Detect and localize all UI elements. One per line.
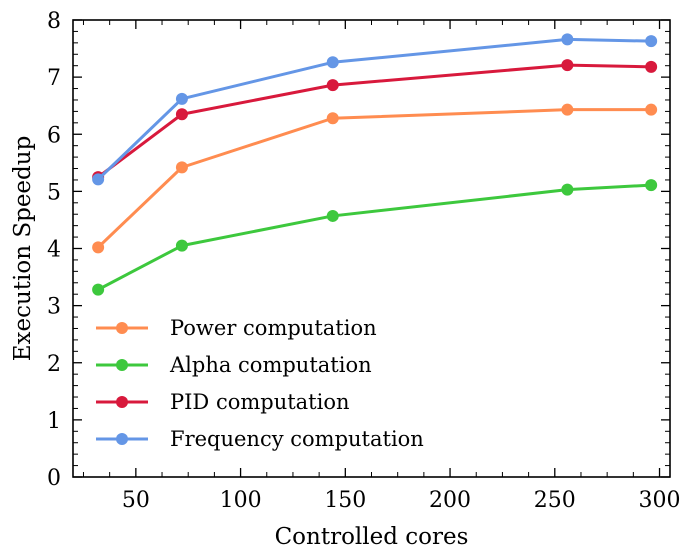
data-point	[561, 59, 574, 72]
data-point	[175, 161, 188, 174]
data-point	[561, 103, 574, 116]
x-tick-label: 50	[122, 488, 150, 513]
series-line	[97, 108, 652, 249]
data-point	[645, 103, 658, 116]
legend: Power computation Alpha computation PID co…	[96, 316, 424, 451]
data-point	[326, 56, 339, 69]
x-tick-label: 300	[639, 488, 681, 513]
y-tick-label: 8	[47, 9, 61, 34]
legend-item: Frequency computation	[96, 427, 424, 451]
data-point	[326, 112, 339, 125]
series-3	[92, 33, 658, 186]
data-point	[561, 183, 574, 196]
legend-item: PID computation	[96, 390, 350, 414]
y-tick-label: 1	[47, 409, 61, 434]
y-tick-label: 4	[47, 238, 61, 263]
data-point	[92, 283, 105, 296]
legend-swatch-marker	[116, 359, 128, 371]
legend-swatch-marker	[116, 396, 128, 408]
data-point	[326, 79, 339, 92]
y-tick-label: 6	[47, 123, 61, 148]
data-point	[175, 108, 188, 121]
plot-frame	[72, 19, 671, 478]
legend-item: Alpha computation	[96, 353, 372, 377]
series-line	[97, 63, 652, 179]
y-tick-label: 7	[47, 66, 61, 91]
x-tick-label: 150	[324, 488, 366, 513]
legend-label: Power computation	[170, 316, 377, 340]
data-point	[175, 239, 188, 252]
data-point	[326, 209, 339, 222]
data-point	[645, 35, 658, 48]
legend-label: Frequency computation	[170, 427, 424, 451]
y-tick-label: 3	[47, 295, 61, 320]
data-point	[92, 173, 105, 186]
x-tick-label: 250	[534, 488, 576, 513]
y-axis-label: Execution Speedup	[10, 136, 36, 362]
data-point	[645, 179, 658, 192]
x-axis-label: Controlled cores	[275, 524, 469, 550]
axis-ticks	[73, 19, 670, 478]
legend-label: PID computation	[170, 390, 350, 414]
data-point	[92, 241, 105, 254]
data-point	[175, 92, 188, 105]
series-line	[97, 183, 652, 291]
legend-swatch-marker	[116, 322, 128, 334]
series-1	[92, 179, 658, 296]
legend-swatch-marker	[116, 433, 128, 445]
x-tick-label: 100	[220, 488, 262, 513]
data-point	[645, 60, 658, 73]
axis-tick-labels: 50 100 150 200 250 300 0 1 2 3 4 5 6 7 8	[47, 9, 681, 513]
legend-label: Alpha computation	[169, 353, 372, 377]
series-0	[92, 103, 658, 254]
legend-item: Power computation	[96, 316, 377, 340]
data-point	[561, 33, 574, 46]
series-layer	[92, 33, 658, 296]
x-tick-label: 200	[429, 488, 471, 513]
y-tick-label: 5	[47, 180, 61, 205]
y-tick-label: 0	[47, 466, 61, 491]
y-tick-label: 2	[47, 352, 61, 377]
